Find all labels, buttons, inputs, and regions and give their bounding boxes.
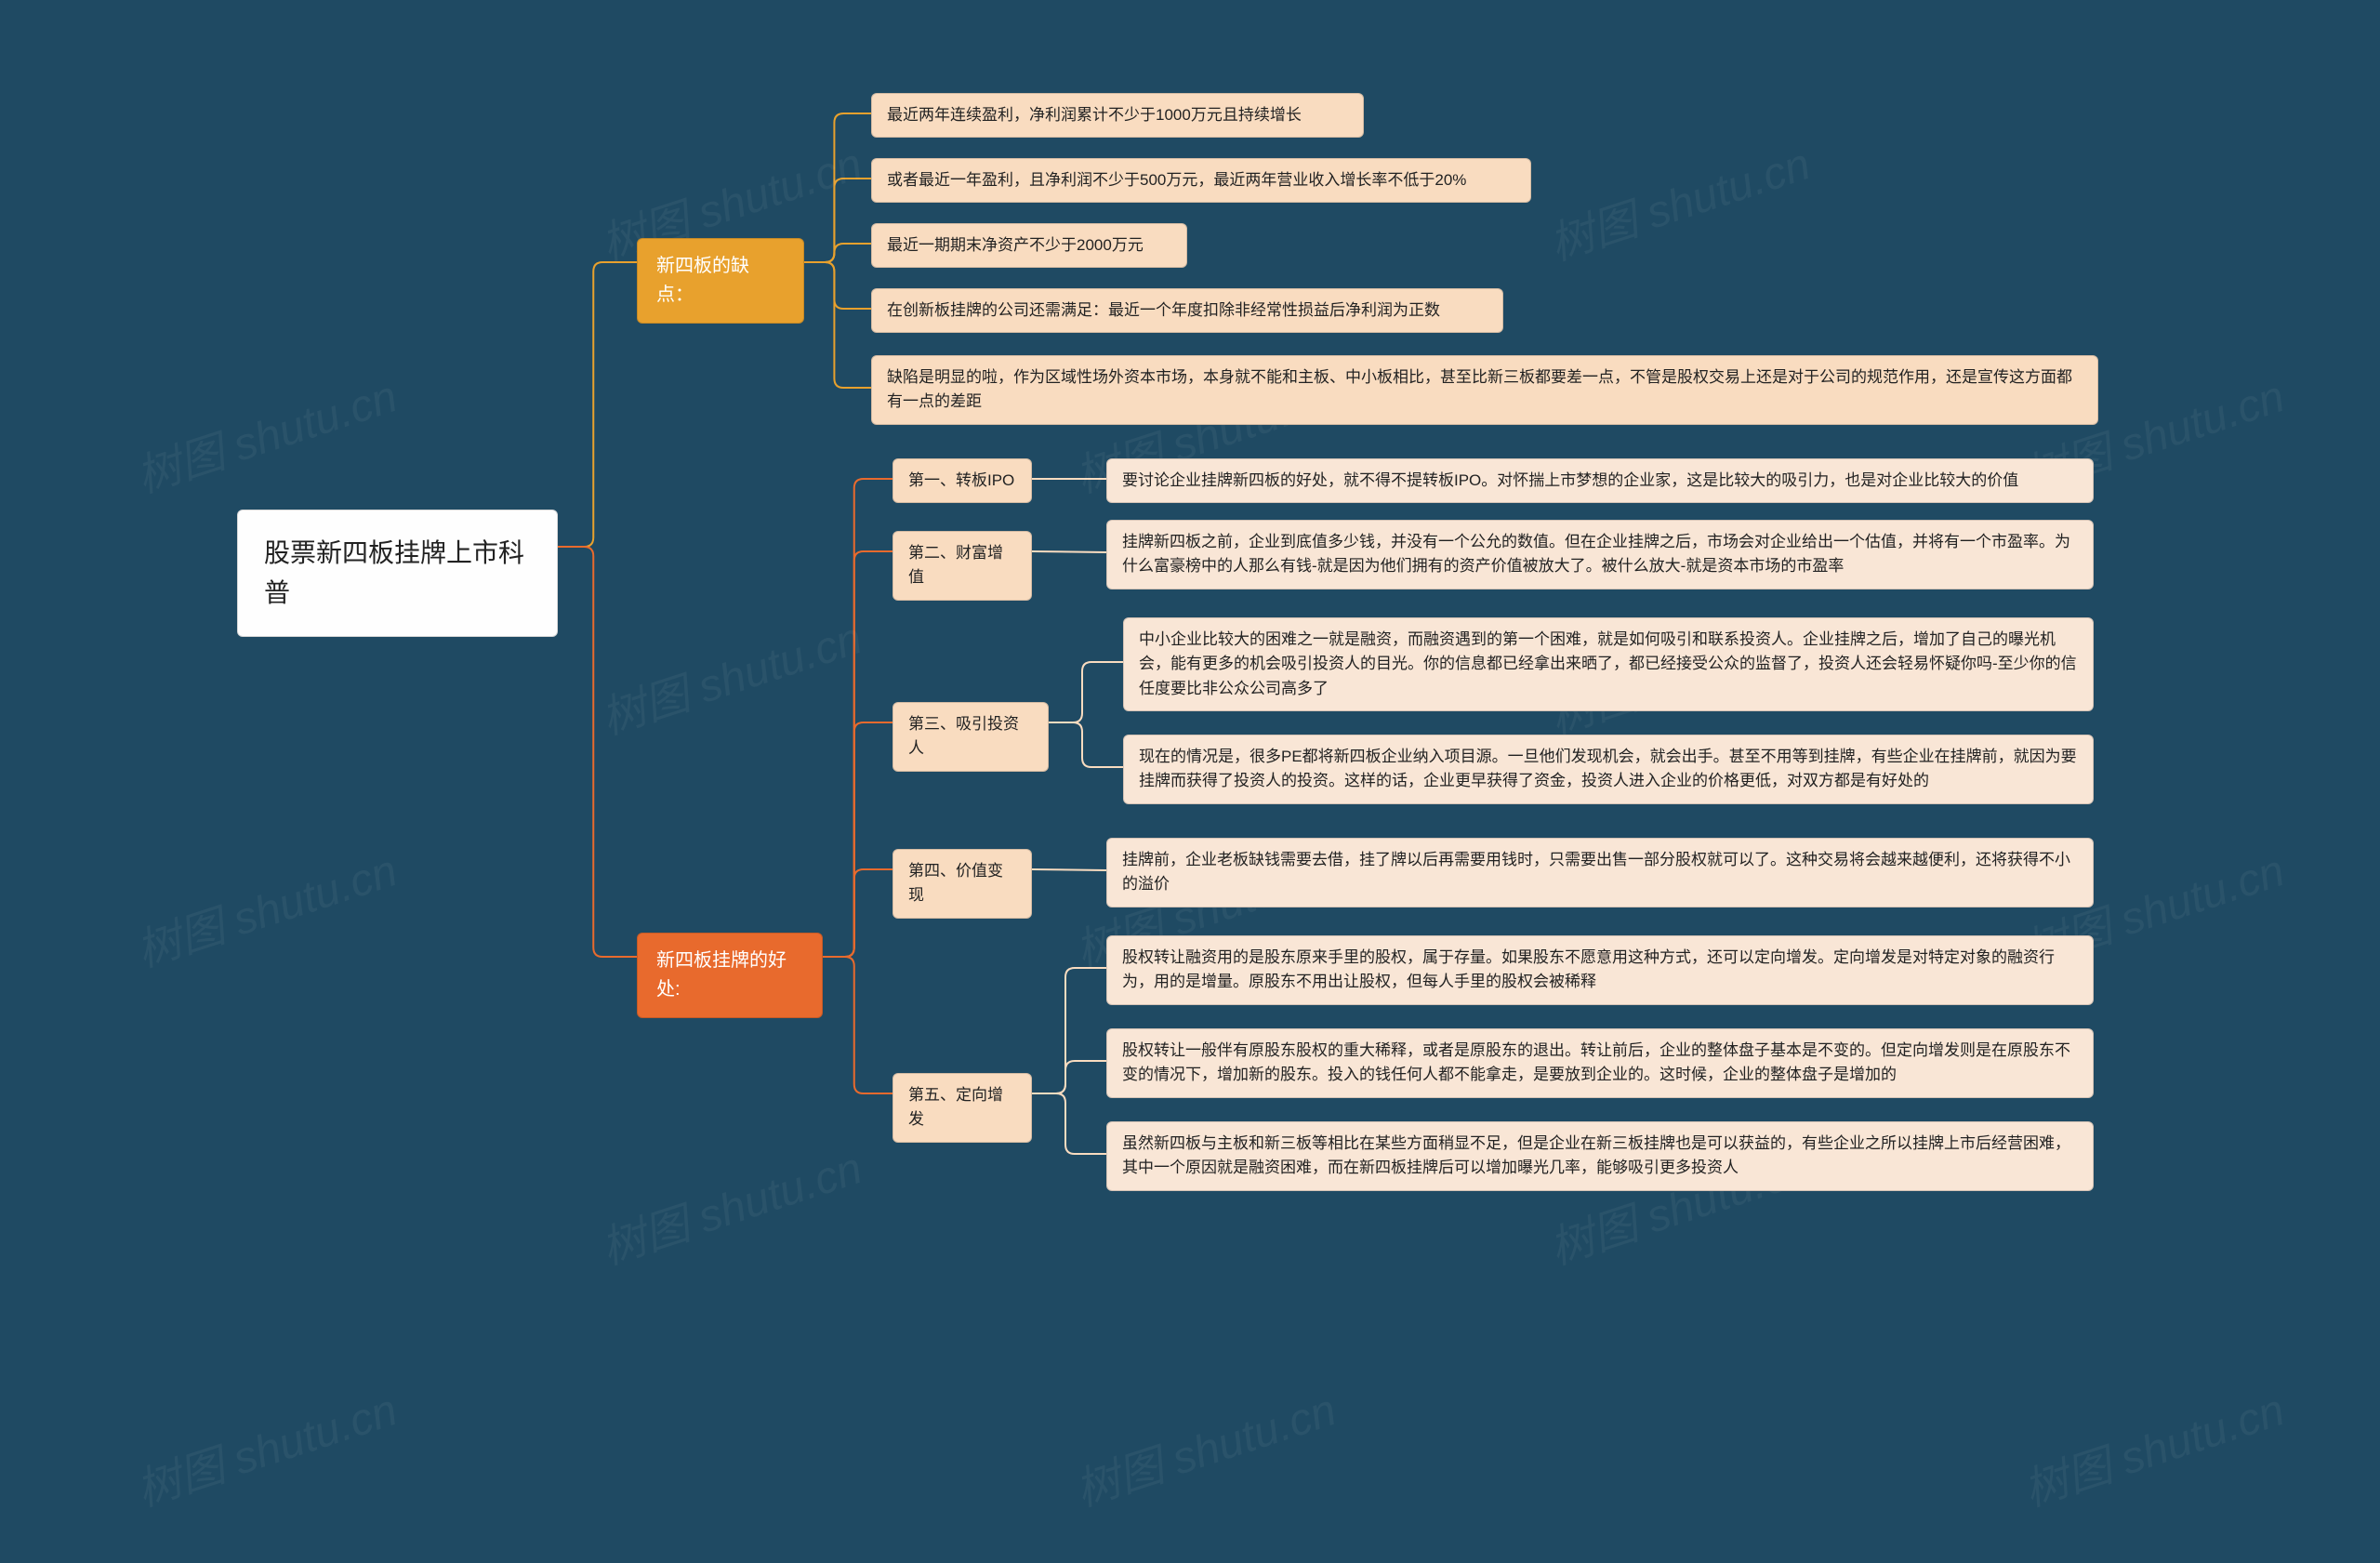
- watermark: 树图 shutu.cn: [126, 360, 403, 505]
- watermark: 树图 shutu.cn: [591, 602, 868, 747]
- benefit-4-detail-2: 虽然新四板与主板和新三板等相比在某些方面稍显不足，但是企业在新三板挂牌也是可以获…: [1106, 1121, 2094, 1191]
- mindmap-canvas: 树图 shutu.cn 树图 shutu.cn 树图 shutu.cn 树图 shut…: [0, 0, 2380, 1563]
- benefit-4-detail-1: 股权转让一般伴有原股东股权的重大稀释，或者是原股东的退出。转让前后，企业的整体盘…: [1106, 1028, 2094, 1098]
- benefit-item-0: 第一、转板IPO: [892, 458, 1032, 503]
- watermark: 树图 shutu.cn: [2014, 1373, 2291, 1518]
- benefit-item-2: 第三、吸引投资人: [892, 702, 1049, 772]
- benefit-item-3: 第四、价值变现: [892, 849, 1032, 919]
- benefit-3-detail-0: 挂牌前，企业老板缺钱需要去借，挂了牌以后再需要用钱时，只需要出售一部分股权就可以…: [1106, 838, 2094, 907]
- branch-benefits: 新四板挂牌的好处:: [637, 933, 823, 1018]
- watermark: 树图 shutu.cn: [1540, 127, 1817, 272]
- watermark: 树图 shutu.cn: [591, 1132, 868, 1277]
- watermark: 树图 shutu.cn: [126, 834, 403, 979]
- benefit-item-4: 第五、定向增发: [892, 1073, 1032, 1143]
- benefit-4-detail-0: 股权转让融资用的是股东原来手里的股权，属于存量。如果股东不愿意用这种方式，还可以…: [1106, 935, 2094, 1005]
- benefit-0-detail-0: 要讨论企业挂牌新四板的好处，就不得不提转板IPO。对怀揣上市梦想的企业家，这是比…: [1106, 458, 2094, 503]
- root-node: 股票新四板挂牌上市科普: [237, 510, 558, 637]
- disadvantage-item-4: 缺陷是明显的啦，作为区域性场外资本市场，本身就不能和主板、中小板相比，甚至比新三…: [871, 355, 2098, 425]
- benefit-2-detail-1: 现在的情况是，很多PE都将新四板企业纳入项目源。一旦他们发现机会，就会出手。甚至…: [1123, 735, 2094, 804]
- watermark: 树图 shutu.cn: [1065, 1373, 1342, 1518]
- disadvantage-item-0: 最近两年连续盈利，净利润累计不少于1000万元且持续增长: [871, 93, 1364, 138]
- disadvantage-item-3: 在创新板挂牌的公司还需满足：最近一个年度扣除非经常性损益后净利润为正数: [871, 288, 1503, 333]
- disadvantage-item-2: 最近一期期末净资产不少于2000万元: [871, 223, 1187, 268]
- benefit-2-detail-0: 中小企业比较大的困难之一就是融资，而融资遇到的第一个困难，就是如何吸引和联系投资…: [1123, 617, 2094, 711]
- benefit-1-detail-0: 挂牌新四板之前，企业到底值多少钱，并没有一个公允的数值。但在企业挂牌之后，市场会…: [1106, 520, 2094, 589]
- disadvantage-item-1: 或者最近一年盈利，且净利润不少于500万元，最近两年营业收入增长率不低于20%: [871, 158, 1531, 203]
- watermark: 树图 shutu.cn: [126, 1373, 403, 1518]
- branch-disadvantages: 新四板的缺点：: [637, 238, 804, 324]
- benefit-item-1: 第二、财富增值: [892, 531, 1032, 601]
